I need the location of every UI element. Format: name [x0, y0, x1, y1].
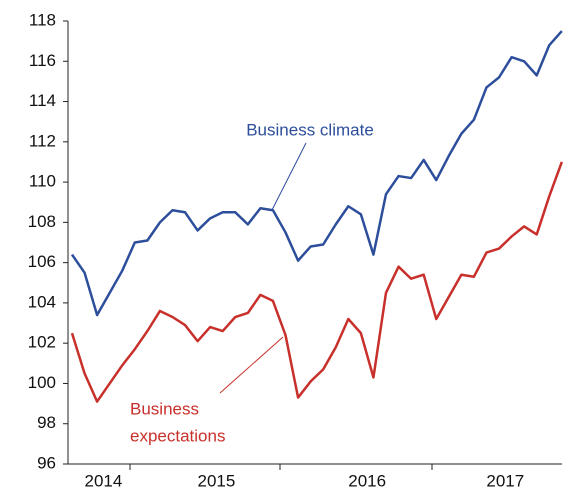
y-tick-label: 114 [29, 91, 56, 110]
annotation-leader [219, 336, 284, 394]
annotation: Business [130, 399, 199, 418]
series-line [70, 161, 564, 403]
annotation-leader [271, 142, 307, 211]
x-tick-label: 2016 [348, 471, 386, 490]
y-tick-label: 106 [28, 252, 56, 271]
y-tick-label: 108 [28, 212, 56, 231]
annotation: Business climate [246, 120, 374, 139]
y-tick-label: 102 [28, 333, 56, 352]
y-tick-label: 104 [28, 292, 56, 311]
x-tick-label: 2017 [486, 471, 524, 490]
y-tick-label: 118 [29, 10, 56, 29]
x-tick-label: 2014 [84, 471, 122, 490]
y-tick-label: 112 [29, 131, 56, 150]
y-tick-label: 116 [29, 51, 56, 70]
x-tick-label: 2015 [198, 471, 236, 490]
series-line [70, 30, 563, 317]
y-tick-label: 100 [28, 373, 56, 392]
annotation: expectations [130, 426, 225, 445]
y-tick-label: 110 [29, 172, 56, 191]
y-tick-label: 98 [37, 413, 56, 432]
y-tick-label: 96 [37, 453, 56, 472]
